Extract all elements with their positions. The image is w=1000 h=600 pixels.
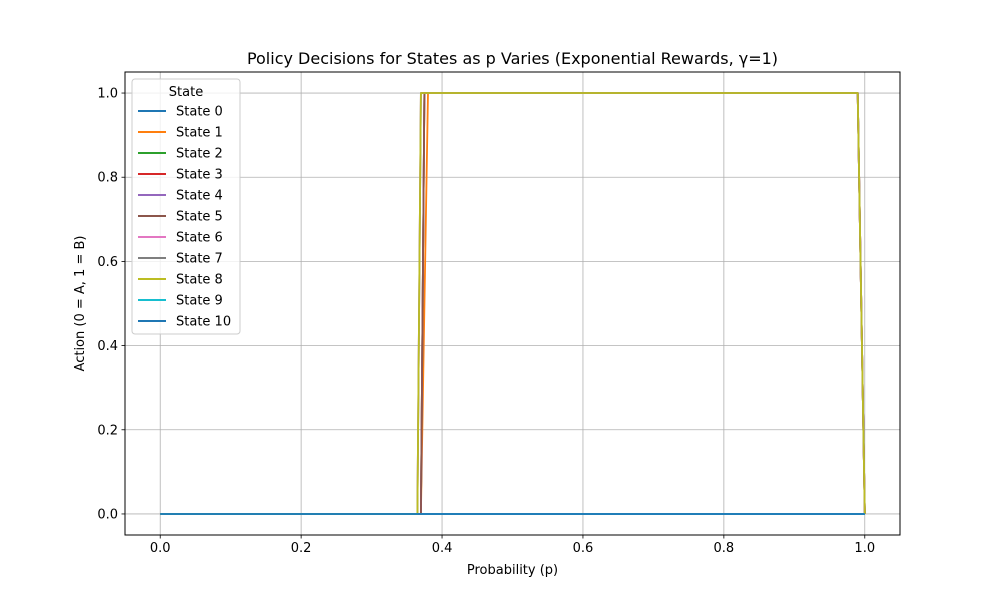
x-tick-label: 1.0 bbox=[854, 541, 875, 556]
y-tick-label: 0.0 bbox=[97, 507, 118, 522]
x-axis-label: Probability (p) bbox=[467, 563, 558, 578]
axis-ticks: 0.0 0.2 0.4 0.6 0.8 1.0 0.0 0.2 0.4 0.6 0.8 1.0 bbox=[97, 87, 875, 556]
legend-box bbox=[131, 78, 241, 335]
series-lines bbox=[160, 92, 866, 515]
x-tick-label: 0.0 bbox=[150, 541, 171, 556]
y-axis-label: Action (0 = A, 1 = B) bbox=[73, 236, 88, 372]
x-tick-label: 0.8 bbox=[714, 541, 735, 556]
legend-item-label: State 5 bbox=[176, 210, 223, 225]
y-tick-label: 0.6 bbox=[97, 255, 118, 270]
chart-title: Policy Decisions for States as p Varies … bbox=[247, 49, 778, 68]
y-tick-label: 1.0 bbox=[97, 87, 118, 102]
legend-item-label: State 8 bbox=[176, 273, 223, 288]
legend-item-label: State 6 bbox=[176, 231, 223, 246]
legend-item-label: State 2 bbox=[176, 147, 223, 162]
legend-title: State bbox=[169, 85, 203, 100]
x-tick-label: 0.4 bbox=[432, 541, 453, 556]
legend-item-label: State 9 bbox=[176, 294, 223, 309]
legend-item-label: State 1 bbox=[176, 126, 223, 141]
x-tick-label: 0.6 bbox=[573, 541, 594, 556]
legend-item-label: State 0 bbox=[176, 105, 223, 120]
legend-item-label: State 10 bbox=[176, 315, 231, 330]
x-tick-label: 0.2 bbox=[291, 541, 312, 556]
plot-frame bbox=[124, 71, 901, 536]
y-tick-label: 0.2 bbox=[97, 423, 118, 438]
y-tick-label: 0.8 bbox=[97, 171, 118, 186]
legend-item-label: State 4 bbox=[176, 189, 223, 204]
legend-item-label: State 7 bbox=[176, 252, 223, 267]
legend-item-label: State 3 bbox=[176, 168, 223, 183]
legend: State State 0 State 1 State 2 State 3 State … bbox=[131, 78, 241, 335]
y-tick-label: 0.4 bbox=[97, 339, 118, 354]
